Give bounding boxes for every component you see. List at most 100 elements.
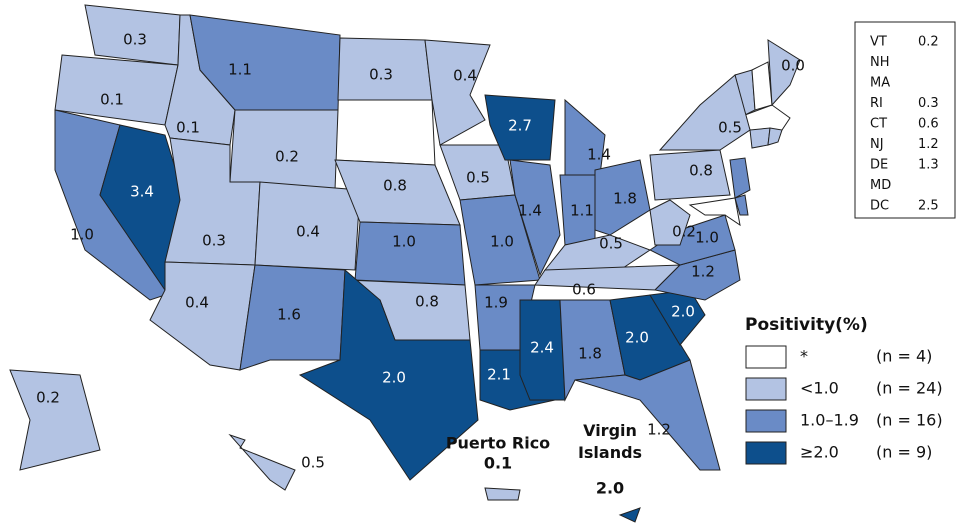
territory-name: Virgin Islands xyxy=(578,421,642,462)
state-value: 2.4 xyxy=(530,339,554,357)
state-value: 0.1 xyxy=(100,91,124,109)
inset-state: MD xyxy=(870,178,891,193)
inset-value: 2.5 xyxy=(918,199,939,214)
state-value: 1.4 xyxy=(587,146,611,164)
state-value: 0.1 xyxy=(176,119,200,137)
inset-state: RI xyxy=(870,96,883,111)
state xyxy=(9,369,101,471)
inset-value: 0.2 xyxy=(918,35,939,50)
inset-state: DE xyxy=(870,158,888,173)
state xyxy=(767,127,783,146)
state xyxy=(649,149,731,201)
state-value: 0.2 xyxy=(36,389,60,407)
legend-swatch xyxy=(745,377,787,401)
legend-title: Positivity(%) xyxy=(745,315,868,335)
inset-state: VT xyxy=(870,35,887,50)
inset-value: 1.3 xyxy=(918,158,939,173)
legend-count: (n = 4) xyxy=(876,347,932,366)
state-value: 0.5 xyxy=(466,169,490,187)
legend-count: (n = 24) xyxy=(876,379,943,398)
state-value: 0.8 xyxy=(689,162,713,180)
state xyxy=(254,181,361,271)
inset-value: 1.2 xyxy=(918,137,939,152)
legend-count: (n = 9) xyxy=(876,443,932,462)
state xyxy=(751,61,773,111)
inset-state: MA xyxy=(870,76,890,91)
unlabeled-states xyxy=(9,4,801,491)
state xyxy=(228,433,296,491)
legend-label: <1.0 xyxy=(800,379,839,398)
inset-state: NJ xyxy=(870,137,884,152)
small-state-table: VT 0.2 NH MA RI 0.3 CT 0.6 NJ 1.2 DE 1.3 MD DC 2.5 xyxy=(854,21,956,219)
state xyxy=(354,221,466,286)
legend-swatch xyxy=(745,441,787,465)
state-value: 1.8 xyxy=(613,190,637,208)
state-value: 0.4 xyxy=(453,67,477,85)
territory-name: Puerto Rico xyxy=(446,434,550,453)
state xyxy=(594,159,651,236)
state-value: 1.4 xyxy=(518,202,542,220)
state-value: 2.1 xyxy=(487,366,511,384)
state-value: 0.2 xyxy=(275,148,299,166)
state xyxy=(149,261,256,371)
inset-value: 0.6 xyxy=(918,117,939,132)
state-value: 0.3 xyxy=(369,66,393,84)
state-value: 1.8 xyxy=(578,345,602,363)
state-value: 1.0 xyxy=(490,233,514,251)
state xyxy=(564,98,606,176)
state xyxy=(658,74,751,151)
state xyxy=(334,99,436,166)
state-value: 0.0 xyxy=(781,57,805,75)
state-value: 0.2 xyxy=(672,223,696,241)
state-value: 0.4 xyxy=(185,294,209,312)
table-border xyxy=(854,21,956,219)
state xyxy=(239,264,346,371)
state xyxy=(298,268,479,481)
state xyxy=(509,159,561,277)
territory-value: 0.1 xyxy=(484,454,512,473)
state-value: 1.0 xyxy=(695,229,719,247)
territory xyxy=(484,487,521,501)
inset-state: NH xyxy=(870,55,890,70)
state xyxy=(688,197,741,227)
inset-state: CT xyxy=(870,117,887,132)
legend: Positivity(%) * (n = 4) <1.0 (n = 24) 1.0–1.9… xyxy=(745,315,943,465)
state-value: 0.4 xyxy=(296,223,320,241)
inset-value: 0.3 xyxy=(918,96,939,111)
state xyxy=(749,127,771,149)
state-value: 0.3 xyxy=(123,31,147,49)
state-value: 1.6 xyxy=(277,306,301,324)
state-value: 1.1 xyxy=(570,202,594,220)
state-value: 1.0 xyxy=(392,233,416,251)
state-value: 2.0 xyxy=(382,369,406,387)
state xyxy=(574,359,721,471)
territory-value: 2.0 xyxy=(596,479,624,498)
state-value: 2.0 xyxy=(625,329,649,347)
state xyxy=(424,39,491,146)
legend-swatch xyxy=(745,409,787,433)
legend-label: ≥2.0 xyxy=(800,443,839,462)
territory xyxy=(618,507,641,523)
state-value: 1.9 xyxy=(484,294,508,312)
legend-label: * xyxy=(800,347,808,366)
state-value: 2.7 xyxy=(508,117,532,135)
state-value: 2.0 xyxy=(671,303,695,321)
state xyxy=(653,249,741,301)
state-value: 0.5 xyxy=(301,454,325,472)
state-value: 0.5 xyxy=(718,119,742,137)
state-value: 1.2 xyxy=(647,421,671,439)
state-value: 1.2 xyxy=(691,263,715,281)
state xyxy=(729,157,751,199)
legend-label: 1.0–1.9 xyxy=(800,411,859,430)
inset-state: DC xyxy=(870,199,889,214)
state-value: 1.0 xyxy=(70,226,94,244)
legend-count: (n = 16) xyxy=(876,411,943,430)
state-value: 1.1 xyxy=(228,61,252,79)
state xyxy=(519,299,566,401)
state-value: 0.3 xyxy=(202,232,226,250)
state-value: 3.4 xyxy=(130,183,154,201)
state xyxy=(459,194,541,286)
legend-swatch xyxy=(745,345,787,369)
state xyxy=(734,194,749,216)
